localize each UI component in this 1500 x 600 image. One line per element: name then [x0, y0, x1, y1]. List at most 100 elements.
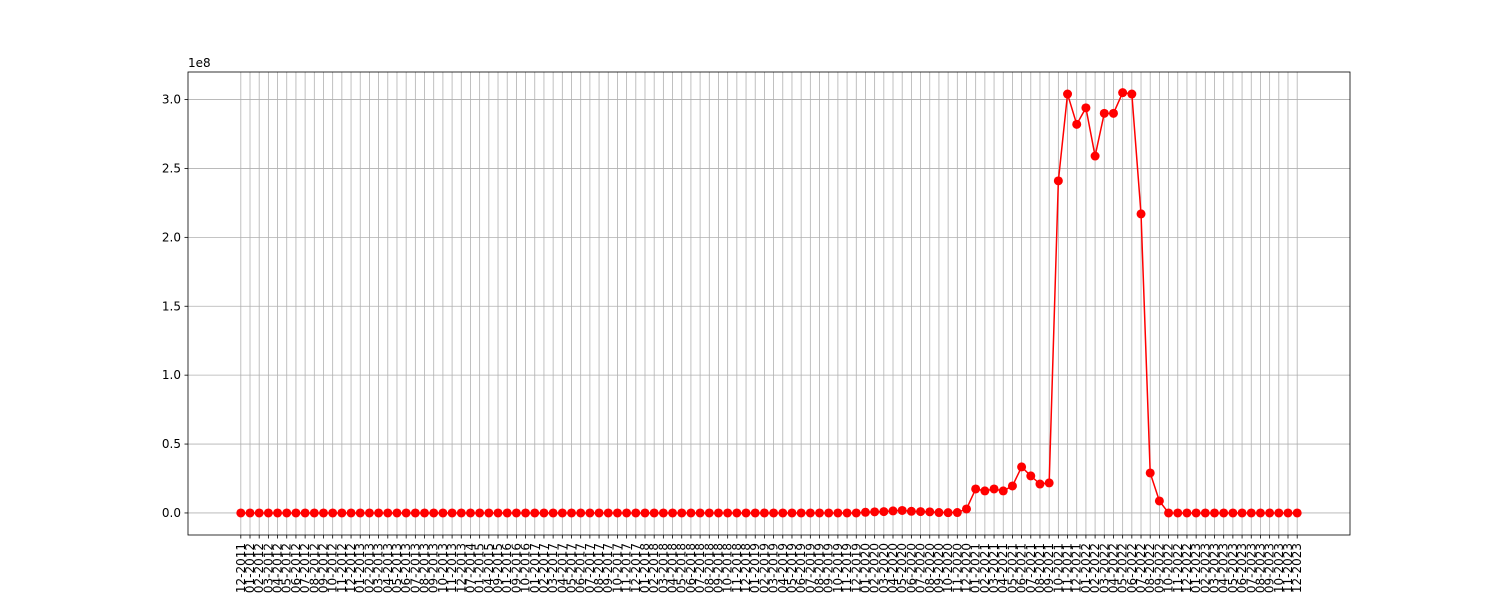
- data-point: [1182, 508, 1192, 518]
- x-tick-label: 07-2013: [408, 543, 422, 593]
- data-point: [1044, 478, 1054, 488]
- x-tick-label: 02-2012: [252, 543, 266, 593]
- data-point: [1017, 462, 1027, 472]
- data-point: [1118, 88, 1128, 98]
- x-tick-label: 12-2020: [959, 543, 973, 593]
- data-point: [355, 508, 365, 518]
- x-tick-label: 09-2017: [601, 543, 615, 593]
- data-point: [585, 508, 595, 518]
- data-point: [364, 508, 374, 518]
- x-tick-label: 10-2017: [610, 543, 624, 593]
- data-point: [649, 508, 659, 518]
- y-tick-label: 2.0: [162, 230, 181, 244]
- data-point: [943, 508, 953, 518]
- data-point: [952, 508, 962, 518]
- data-point: [236, 508, 246, 518]
- data-point: [1283, 508, 1293, 518]
- x-tick-label: 04-2012: [271, 543, 285, 593]
- data-point: [557, 508, 567, 518]
- data-point: [1099, 108, 1109, 118]
- data-point: [493, 508, 503, 518]
- x-tick-label: 08-2013: [418, 543, 432, 593]
- data-point: [1081, 103, 1091, 113]
- data-point: [934, 508, 944, 518]
- data-point: [1063, 89, 1073, 99]
- data-point: [1035, 479, 1045, 489]
- x-tick-label: 06-2023: [1235, 543, 1249, 593]
- x-tick-label: 01-2012: [243, 543, 257, 593]
- x-tick-label: 11-2017: [620, 543, 634, 593]
- x-tick-label: 11-2022: [1171, 543, 1185, 593]
- x-tick-label: 01-2021: [969, 543, 983, 593]
- x-tick-label: 02-2022: [1088, 543, 1102, 593]
- x-tick-label: 08-2019: [813, 543, 827, 593]
- x-tick-label: 05-2012: [280, 543, 294, 593]
- x-tick-label: 08-2022: [1143, 543, 1157, 593]
- x-tick-label: 12-2018: [739, 543, 753, 593]
- data-point: [465, 508, 475, 518]
- x-tick-label: 04-2013: [381, 543, 395, 593]
- x-tick-label: 01-2013: [353, 543, 367, 593]
- x-tick-label: 04-2015: [482, 543, 496, 593]
- x-tick-label: 10-2013: [436, 543, 450, 593]
- data-point: [318, 508, 328, 518]
- plot-frame: [187, 71, 1351, 536]
- x-tick-label: 05-2022: [1116, 543, 1130, 593]
- x-tick-label: 01-2019: [748, 543, 762, 593]
- x-tick-label: 03-2019: [767, 543, 781, 593]
- data-point: [677, 508, 687, 518]
- x-tick-label: 06-2017: [574, 543, 588, 593]
- x-tick-label: 04-2020: [886, 543, 900, 593]
- data-point: [631, 508, 641, 518]
- x-tick-label: 06-2012: [289, 543, 303, 593]
- data-point: [337, 508, 347, 518]
- data-point: [833, 508, 843, 518]
- data-point: [750, 508, 760, 518]
- data-point: [1210, 508, 1220, 518]
- x-tick-label: 01-2018: [638, 543, 652, 593]
- x-tick-label: 07-2023: [1244, 543, 1258, 593]
- x-tick-label: 10-2018: [721, 543, 735, 593]
- data-point: [769, 508, 779, 518]
- x-tick-label: 04-2021: [996, 543, 1010, 593]
- x-tick-label: 09-2018: [711, 543, 725, 593]
- x-tick-label: 09-2019: [822, 543, 836, 593]
- x-tick-label: 12-2013: [454, 543, 468, 593]
- x-tick-label: 12-2021: [1070, 543, 1084, 593]
- x-tick-label: 03-2022: [1097, 543, 1111, 593]
- data-point: [475, 508, 485, 518]
- x-tick-label: 09-2015: [491, 543, 505, 593]
- data-point: [723, 508, 733, 518]
- data-point: [1274, 508, 1284, 518]
- data-point: [245, 508, 255, 518]
- data-point: [576, 508, 586, 518]
- x-tick-label: 03-2018: [656, 543, 670, 593]
- data-point: [328, 508, 338, 518]
- data-point: [1026, 471, 1036, 481]
- data-point: [851, 508, 861, 518]
- x-tick-label: 07-2014: [463, 543, 477, 593]
- x-tick-label: 11-2018: [730, 543, 744, 593]
- data-point: [410, 508, 420, 518]
- x-tick-label: 12-2022: [1180, 543, 1194, 593]
- data-point: [521, 508, 531, 518]
- x-tick-label: 08-2020: [923, 543, 937, 593]
- data-point: [906, 506, 916, 516]
- x-tick-label: 02-2020: [868, 543, 882, 593]
- x-tick-label: 04-2017: [555, 543, 569, 593]
- data-point: [897, 505, 907, 515]
- x-tick-label: 04-2023: [1217, 543, 1231, 593]
- x-tick-label: 10-2016: [519, 543, 533, 593]
- data-point: [300, 508, 310, 518]
- data-point: [815, 508, 825, 518]
- data-point: [622, 508, 632, 518]
- x-tick-label: 10-2023: [1272, 543, 1286, 593]
- x-tick-label: 12-2023: [1290, 543, 1304, 593]
- data-point: [447, 508, 457, 518]
- data-point: [530, 508, 540, 518]
- data-point: [842, 508, 852, 518]
- data-point: [778, 508, 788, 518]
- x-tick-label: 05-2018: [675, 543, 689, 593]
- x-tick-label: 07-2012: [298, 543, 312, 593]
